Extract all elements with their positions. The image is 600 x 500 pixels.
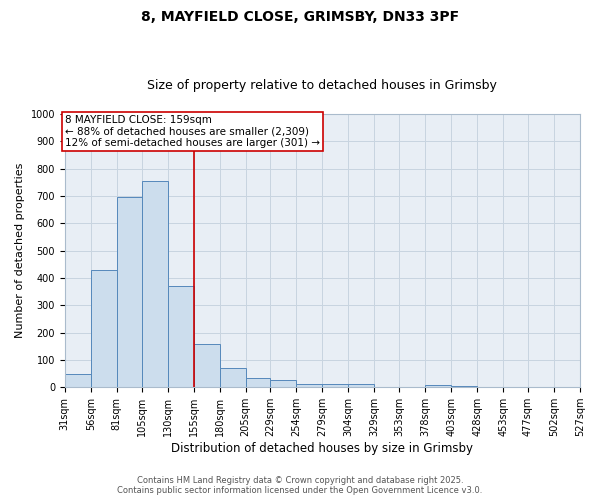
Bar <box>117 198 142 387</box>
Y-axis label: Number of detached properties: Number of detached properties <box>15 163 25 338</box>
Bar <box>425 385 451 387</box>
Bar <box>194 344 220 387</box>
Bar <box>220 368 245 387</box>
Text: 8 MAYFIELD CLOSE: 159sqm
← 88% of detached houses are smaller (2,309)
12% of sem: 8 MAYFIELD CLOSE: 159sqm ← 88% of detach… <box>65 115 320 148</box>
Bar <box>322 384 349 387</box>
Bar <box>245 378 271 387</box>
Bar <box>271 380 296 387</box>
Title: Size of property relative to detached houses in Grimsby: Size of property relative to detached ho… <box>148 79 497 92</box>
Text: Contains HM Land Registry data © Crown copyright and database right 2025.
Contai: Contains HM Land Registry data © Crown c… <box>118 476 482 495</box>
Bar <box>451 386 477 387</box>
Bar <box>349 384 374 387</box>
Bar <box>91 270 117 387</box>
Bar <box>65 374 91 387</box>
Bar <box>142 181 167 387</box>
Bar <box>296 384 322 387</box>
Bar <box>167 286 194 387</box>
X-axis label: Distribution of detached houses by size in Grimsby: Distribution of detached houses by size … <box>172 442 473 455</box>
Text: 8, MAYFIELD CLOSE, GRIMSBY, DN33 3PF: 8, MAYFIELD CLOSE, GRIMSBY, DN33 3PF <box>141 10 459 24</box>
